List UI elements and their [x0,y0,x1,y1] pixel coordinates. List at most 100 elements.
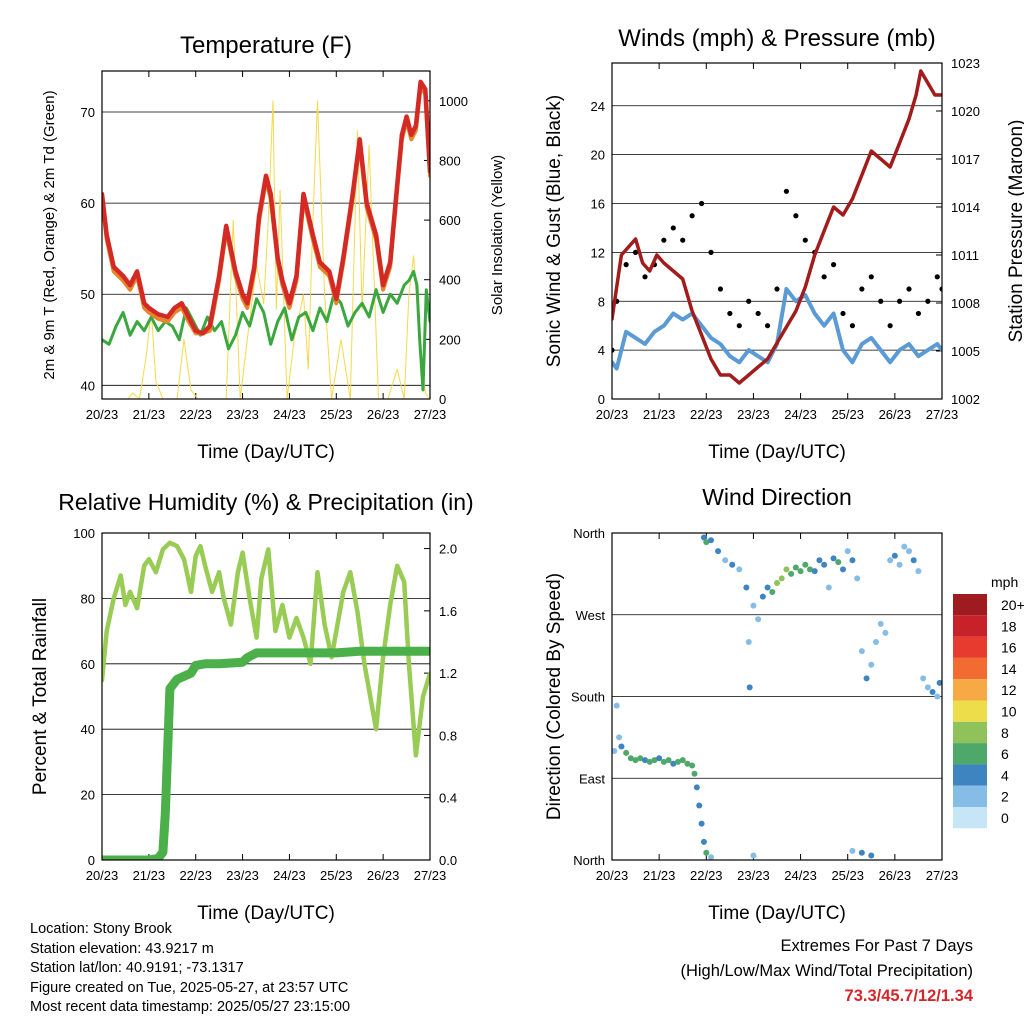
y-tick-label: 12 [591,245,605,260]
direction-point [660,758,667,765]
x-axis-label: Time (Day/UTC) [197,903,335,924]
gust-point [849,323,856,329]
station-location: Location: Stony Brook [30,921,172,937]
y-tick-label: South [571,690,605,705]
extremes-box: Extremes For Past 7 Days (High/Low/Max W… [680,934,973,1009]
colorbar-swatch [953,657,987,680]
direction-point [746,684,753,691]
colorbar-label: 6 [1001,746,1009,762]
direction-point [703,849,710,856]
y-tick-label: 60 [81,657,95,672]
direction-point [743,584,750,591]
x-tick-label: 20/23 [86,868,119,883]
plot-frame [101,70,431,400]
direction-point [750,852,757,859]
colorbar-swatch [953,785,987,807]
colorbar-label: 0 [1001,810,1009,826]
plot-frame [611,62,943,400]
direction-point [830,555,837,562]
colorbar-label: 18 [1001,618,1017,634]
direction-point [797,568,804,575]
gust-point [632,249,639,255]
x-axis-label: Time (Day/UTC) [197,442,335,463]
direction-point [613,702,620,709]
direction-point [811,568,818,575]
direction-point [696,802,703,809]
y-tick-label-right: 1.6 [439,604,457,619]
direction-point [675,758,681,765]
direction-point [924,684,931,691]
y-tick-label: 50 [81,287,95,302]
x-tick-label: 23/23 [226,868,259,883]
gust-point [783,188,790,194]
direction-point [755,616,762,623]
direction-point [670,760,677,767]
direction-point [651,757,658,764]
direction-point [745,639,752,645]
direction-point [896,561,903,568]
direction-point [920,675,927,682]
direction-point [788,570,795,577]
x-tick-label: 25/23 [831,868,864,883]
direction-point [849,557,856,564]
gust-point [925,298,931,304]
x-tick-label: 26/23 [367,407,400,422]
gust-point [840,310,846,317]
y-tick-label-right: 1020 [951,104,980,119]
direction-point [849,847,856,854]
direction-point [656,755,663,762]
direction-point [764,584,771,591]
x-axis-label: Time (Day/UTC) [708,442,846,463]
x-tick-label: 25/23 [831,407,864,422]
x-tick-label: 23/23 [737,407,770,422]
direction-point [792,564,799,571]
direction-point [868,852,875,859]
x-tick-label: 21/23 [133,868,166,883]
y-tick-label-right: 800 [439,153,461,168]
y-axis-label: Percent & Total Rainfall [30,598,51,795]
y-tick-label: 0 [598,392,605,407]
x-tick-label: 27/23 [926,407,959,422]
gust-point [830,262,837,268]
plot-area [612,534,942,860]
direction-point [840,566,846,573]
y-tick-label: 0 [88,853,95,868]
x-tick-label: 21/23 [643,868,676,883]
colorbar-swatch [953,594,987,616]
chart-panel-3: Relative Humidity (%) & Precipitation (i… [30,489,474,924]
direction-point [901,543,908,550]
direction-point [693,784,700,791]
x-tick-label: 21/23 [133,407,166,422]
colorbar-label: 8 [1001,725,1009,741]
y-tick-label: 20 [591,148,605,163]
y-tick-label-right: 1.2 [439,666,457,681]
direction-point [887,557,894,564]
gust-point [736,323,742,329]
direction-point [632,757,639,764]
plot-frame [101,532,431,861]
chart-title: Wind Direction [702,484,852,510]
direction-point [759,593,766,600]
x-tick-label: 21/23 [643,407,676,422]
x-tick-label: 22/23 [179,868,212,883]
direction-point [616,734,623,741]
colorbar-swatch [953,700,987,722]
colorbar-label: 14 [1001,661,1017,677]
direction-point [769,589,776,596]
direction-point [858,849,865,856]
gust-point [680,237,686,243]
x-tick-label: 23/23 [226,407,259,422]
direction-point [877,620,884,627]
gust-point [755,310,761,317]
direction-point [929,688,936,695]
y-tick-label: 8 [598,294,605,309]
x-tick-label: 27/23 [926,868,959,883]
gust-point [670,225,676,231]
y-tick-label: 100 [73,526,95,541]
direction-point [825,584,832,591]
direction-point [910,557,917,564]
y-tick-label-right: 1000 [439,94,468,109]
colorbar-swatch [953,636,987,658]
x-tick-label: 26/23 [879,868,912,883]
